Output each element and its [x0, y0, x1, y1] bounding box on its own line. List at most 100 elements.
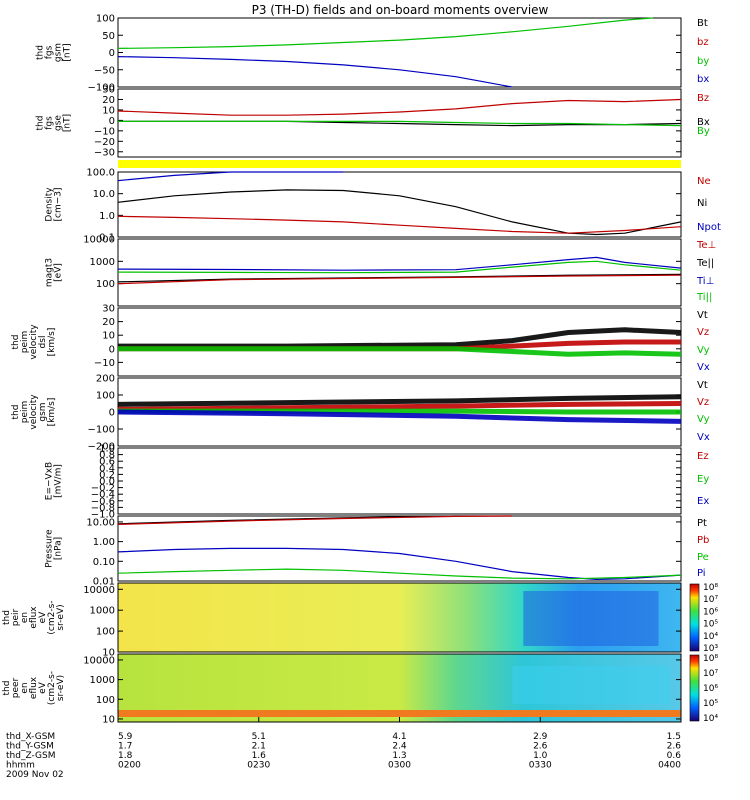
y-tick-label: 1.00 [93, 537, 115, 548]
y-axis-label: peer [11, 677, 21, 698]
series-line-pe [117, 568, 682, 580]
y-tick-label: 10 [102, 331, 115, 342]
y-axis-label: en [20, 682, 30, 693]
y-tick-label: −30 [94, 147, 115, 158]
y-axis-label: peir [11, 608, 21, 626]
series-line-ti|| [117, 260, 682, 274]
legend-entry: Vt [697, 380, 708, 391]
legend-entry: Vz [697, 397, 709, 408]
y-axis-label: [mV/m] [54, 464, 64, 498]
y-tick-label: 100 [96, 391, 115, 402]
colorbar-tick-label: 10⁸ [703, 654, 718, 664]
y-tick-label: 100 [96, 695, 115, 706]
y-tick-label: −10 [94, 126, 115, 137]
x-tick-label: 1.3 [392, 751, 406, 761]
panel-frame [117, 88, 682, 158]
series-line-ni [117, 189, 682, 236]
series-line-ti⊥ [117, 256, 682, 271]
x-tick-label: 0230 [247, 761, 270, 771]
series-line-bx [117, 56, 513, 88]
y-axis-label: thd [36, 45, 46, 60]
y-axis-label: thd [2, 610, 12, 625]
y-tick-label: 1.0 [99, 444, 115, 455]
series-line-npot [117, 171, 344, 182]
y-axis-label: sr-eV) [56, 675, 66, 701]
x-tick-label: 5.9 [118, 732, 133, 742]
x-row-label: thd_X-GSM [6, 732, 55, 742]
y-axis-label: (cm2-s- [47, 671, 57, 705]
y-axis-label: peim [20, 331, 30, 354]
y-tick-label: −0.2 [91, 483, 115, 494]
colorbar-tick-label: 10⁷ [703, 595, 718, 605]
y-tick-label: 1000 [90, 257, 115, 268]
panel-frame [117, 582, 682, 653]
y-tick-label: 50 [102, 31, 115, 42]
y-axis-label: eflux [29, 606, 39, 629]
y-tick-label: 10 [102, 714, 115, 725]
y-tick-label: 100 [96, 279, 115, 290]
legend-entry: Vx [697, 362, 710, 373]
legend-entry: Vx [697, 432, 710, 443]
y-tick-label: 10000 [83, 235, 115, 246]
legend-entry: Te⊥ [696, 240, 716, 251]
panel-frame [117, 515, 682, 582]
panel-frame [117, 171, 682, 238]
y-tick-label: 0.1 [99, 233, 115, 244]
legend-entry: Pe [697, 552, 709, 563]
y-tick-label: −20 [94, 137, 115, 148]
colorbar [689, 654, 700, 722]
y-axis-label: E=−VxB [45, 462, 55, 500]
y-tick-label: −200 [88, 442, 115, 453]
y-tick-label: 0.6 [99, 457, 115, 468]
y-tick-label: 10000 [83, 585, 115, 596]
y-tick-label: 1000 [90, 675, 115, 686]
date-label: 2009 Nov 02 [6, 770, 64, 780]
colorbar-tick-label: 10⁴ [703, 632, 718, 642]
panel-frame [117, 17, 682, 88]
legend-entry: Ti⊥ [696, 276, 714, 287]
y-axis-label: magt3 [45, 258, 55, 287]
y-tick-label: −10 [94, 358, 115, 369]
y-axis-label: thd [2, 681, 12, 696]
series-line-by [117, 17, 653, 49]
y-tick-label: 10.00 [86, 517, 115, 528]
series-line-bz [117, 98, 682, 116]
y-axis-label: (cm2-s- [47, 600, 57, 634]
y-tick-label: 20 [102, 317, 115, 328]
separator-strip [118, 160, 681, 168]
legend-entry: Ne [697, 176, 711, 187]
x-tick-label: 0.6 [667, 751, 682, 761]
x-axis-annotation: thd_X-GSM 5.9 5.1 4.1 2.9 1.5 thd_Y-GSM 1.7 2.1 2… [6, 717, 682, 780]
y-tick-label: −0.4 [91, 490, 115, 501]
panel-frame [117, 447, 682, 515]
colorbar-tick-label: 10⁵ [703, 620, 718, 630]
y-axis-label: [km/s] [47, 328, 57, 357]
series-line-pb [117, 515, 513, 525]
y-tick-label: 10.0 [93, 189, 115, 200]
y-tick-label: 0 [109, 116, 115, 127]
series-line-ne [117, 215, 682, 234]
legend-entry: by [697, 56, 709, 67]
y-axis-label: Density [45, 187, 55, 222]
y-axis-label: thd [36, 116, 46, 131]
y-tick-label: 0 [109, 48, 115, 59]
y-tick-label: 30 [102, 304, 115, 315]
x-tick-label: 2.9 [533, 732, 548, 742]
series-line-te⊥ [117, 274, 682, 285]
y-tick-label: 100.0 [86, 168, 115, 179]
x-tick-label: 1.5 [667, 732, 681, 742]
series-line-pi [117, 547, 682, 581]
y-axis-label: [nPa] [54, 537, 64, 560]
colorbar-tick-label: 10³ [703, 644, 718, 654]
y-tick-label: −0.6 [91, 496, 115, 507]
y-tick-label: 0.0 [99, 477, 115, 488]
y-axis-label: fgs [45, 45, 55, 59]
figure-title: P3 (TH-D) fields and on-board moments ov… [252, 3, 549, 17]
x-row-label: thd_Z-GSM [6, 751, 55, 761]
y-axis-label: [km/s] [47, 398, 57, 427]
y-tick-label: 0.2 [99, 470, 115, 481]
y-tick-label: −50 [94, 65, 115, 76]
y-tick-label: 1.0 [99, 211, 115, 222]
y-tick-label: 10 [102, 648, 115, 659]
